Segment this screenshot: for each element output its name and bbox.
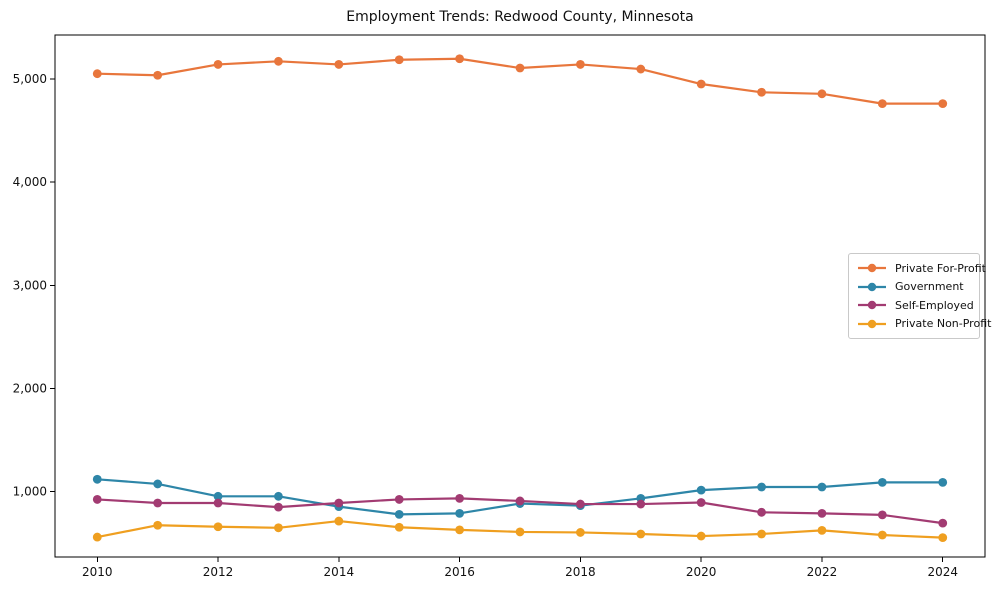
data-point-private-non-profit [636, 529, 646, 539]
x-tick-label: 2010 [82, 565, 113, 579]
x-tick-label: 2012 [203, 565, 234, 579]
data-point-private-non-profit [696, 531, 706, 541]
data-point-private-for-profit [757, 87, 766, 97]
data-point-private-for-profit [817, 89, 827, 99]
data-point-private-non-profit [877, 530, 887, 540]
data-point-private-for-profit [394, 55, 404, 65]
data-point-private-non-profit [274, 523, 283, 533]
data-point-private-non-profit [153, 520, 163, 530]
data-point-private-for-profit [575, 60, 585, 69]
data-point-self-employed [213, 498, 223, 508]
data-point-self-employed [153, 498, 163, 508]
data-point-government [394, 509, 404, 519]
data-point-government [92, 474, 102, 484]
data-point-self-employed [92, 495, 102, 504]
legend-line-sample-icon [858, 319, 886, 328]
data-point-government [213, 491, 223, 501]
legend-line-sample-icon [858, 264, 886, 273]
data-point-government [153, 479, 163, 489]
data-point-self-employed [696, 498, 706, 507]
y-tick-label: 4,000 [13, 175, 47, 189]
data-point-government [455, 508, 465, 518]
data-point-private-non-profit [334, 516, 344, 526]
legend-label: Private For-Profit [895, 261, 986, 275]
data-point-private-non-profit [213, 522, 223, 532]
data-point-private-non-profit [575, 528, 585, 537]
x-tick-label: 2016 [444, 565, 475, 579]
data-point-private-non-profit [394, 522, 404, 532]
x-tick-label: 2024 [927, 565, 958, 579]
data-point-self-employed [636, 499, 646, 509]
x-tick-label: 2020 [686, 565, 717, 579]
data-point-private-non-profit [455, 525, 465, 535]
legend-label: Government [895, 280, 964, 294]
legend-line-sample-icon [858, 301, 886, 310]
data-point-government [696, 485, 706, 495]
data-point-self-employed [394, 495, 404, 504]
data-point-government [877, 477, 887, 487]
x-tick-label: 2014 [324, 565, 355, 579]
data-point-private-for-profit [938, 99, 948, 109]
y-tick-label: 5,000 [13, 72, 47, 86]
data-point-self-employed [817, 508, 827, 518]
chart-title: Employment Trends: Redwood County, Minne… [346, 9, 694, 25]
data-point-private-for-profit [877, 99, 887, 109]
legend-item-private-for-profit: Private For-Profit [857, 259, 986, 278]
data-point-private-for-profit [455, 54, 465, 64]
y-tick-label: 3,000 [13, 278, 47, 292]
x-tick-label: 2018 [565, 565, 596, 579]
data-point-private-for-profit [153, 70, 163, 80]
data-point-self-employed [515, 496, 525, 506]
data-point-private-for-profit [334, 60, 344, 69]
y-tick-label: 1,000 [13, 485, 47, 499]
legend-item-government: Government [857, 278, 971, 297]
data-point-self-employed [877, 510, 887, 520]
legend-line-sample-icon [858, 282, 886, 291]
x-tick-label: 2022 [807, 565, 838, 579]
data-point-private-non-profit [92, 532, 102, 542]
data-point-self-employed [334, 498, 344, 508]
data-point-private-for-profit [92, 69, 102, 79]
legend: Private For-Profit Government Self-Employe… [848, 253, 991, 339]
data-point-self-employed [757, 507, 766, 517]
data-point-government [938, 477, 948, 487]
data-point-private-non-profit [817, 525, 827, 535]
data-point-private-non-profit [515, 527, 525, 537]
y-tick-label: 2,000 [13, 381, 47, 395]
axes-box [54, 34, 986, 558]
data-point-self-employed [274, 502, 283, 512]
data-point-private-for-profit [213, 60, 223, 69]
data-point-private-for-profit [274, 56, 283, 66]
data-point-self-employed [455, 493, 465, 503]
data-point-private-for-profit [636, 64, 646, 74]
data-point-self-employed [938, 518, 948, 528]
data-point-private-for-profit [515, 63, 525, 73]
data-point-government [817, 482, 827, 492]
legend-label: Self-Employed [895, 298, 974, 312]
data-point-private-non-profit [757, 529, 766, 539]
data-point-private-for-profit [696, 79, 706, 89]
legend-label: Private Non-Profit [895, 317, 992, 331]
data-point-private-non-profit [938, 533, 948, 542]
data-point-government [274, 491, 283, 501]
legend-item-private-non-profit: Private Non-Profit [857, 315, 991, 334]
legend-item-self-employed: Self-Employed [857, 296, 974, 315]
data-point-government [757, 482, 766, 492]
data-point-self-employed [575, 499, 585, 509]
